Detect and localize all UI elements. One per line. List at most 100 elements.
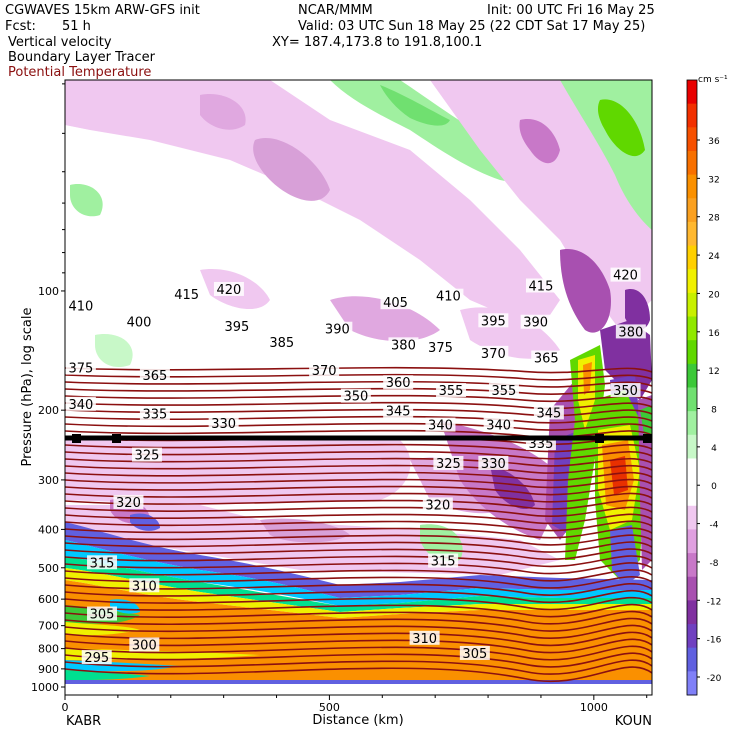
theta-label: 315	[90, 556, 115, 571]
colorbar-swatch	[687, 647, 697, 672]
theta-label: 295	[84, 651, 109, 666]
theta-contour	[65, 401, 652, 410]
theta-label-background	[113, 494, 144, 509]
colorbar-tick-label: 36	[708, 137, 720, 147]
theta-contour	[65, 380, 652, 388]
theta-contour	[65, 415, 652, 424]
colorbar-tick-label: -20	[707, 674, 722, 684]
colorbar-tick-label: 8	[711, 406, 717, 416]
velocity-up-region	[640, 405, 652, 440]
theta-label: 380	[618, 325, 643, 340]
colorbar-swatch	[687, 411, 697, 436]
colorbar-swatch	[687, 529, 697, 554]
theta-label-background	[488, 383, 519, 398]
colorbar-swatch	[687, 150, 697, 176]
velocity-up-region	[330, 80, 521, 181]
velocity-down-region	[519, 119, 560, 164]
theta-label-background	[129, 578, 160, 593]
theta-contour	[65, 610, 652, 625]
theta-label-background	[383, 375, 414, 390]
organization-label: NCAR/MMM	[298, 3, 373, 18]
theta-label: 390	[325, 323, 350, 338]
theta-contour	[65, 652, 652, 668]
pressure-tick-label: 600	[38, 593, 59, 606]
theta-label: 410	[436, 290, 461, 305]
boundary-layer-edge	[65, 670, 150, 680]
theta-label-background	[266, 334, 297, 349]
colorbar-tick-label: 12	[708, 367, 719, 377]
theta-label: 345	[386, 405, 411, 420]
theta-contour	[65, 471, 652, 482]
theta-label: 410	[68, 299, 93, 314]
plot-bottom-strip	[65, 684, 652, 695]
cross-section-endpoints: XY= 187.4,173.8 to 191.8,100.1	[272, 35, 483, 50]
theta-contour	[65, 666, 652, 683]
theta-label-background	[131, 447, 162, 462]
theta-label: 415	[174, 288, 199, 303]
pressure-tick-label: 1000	[31, 681, 59, 694]
distance-tick-label: 0	[62, 701, 69, 714]
tracer-marker	[72, 434, 81, 443]
distance-tick-label: 500	[319, 701, 340, 714]
theta-label: 385	[269, 336, 294, 351]
theta-label: 420	[217, 283, 242, 298]
theta-label-background	[87, 555, 118, 570]
distance-tick-label: 1000	[580, 701, 608, 714]
theta-label-background	[87, 606, 118, 621]
theta-label-background	[388, 337, 419, 352]
model-title: CGWAVES 15km ARW-GFS init	[5, 3, 200, 18]
colorbar-tick-label: -16	[707, 636, 722, 646]
tracer-marker	[595, 434, 604, 443]
theta-label-background	[610, 267, 641, 282]
colorbar-swatch	[687, 482, 697, 507]
velocity-down-region	[625, 289, 650, 330]
theta-label: 375	[428, 341, 453, 356]
theta-label: 320	[116, 496, 141, 511]
pressure-tick-label: 700	[38, 620, 59, 633]
field-potential-temperature: Potential Temperature	[8, 65, 152, 80]
colorbar-swatch	[687, 505, 697, 530]
theta-label: 365	[142, 369, 167, 384]
pressure-tick-label: 500	[38, 562, 59, 575]
theta-contour	[65, 478, 652, 489]
theta-label: 305	[90, 608, 115, 623]
theta-label: 370	[481, 347, 506, 362]
theta-contour	[65, 659, 652, 675]
theta-label-background	[520, 314, 551, 329]
theta-contour	[65, 548, 652, 561]
colorbar-tick-label: 28	[708, 214, 720, 224]
colorbar-swatch	[687, 553, 697, 578]
colorbar-swatch	[687, 458, 697, 483]
theta-label: 380	[391, 338, 416, 353]
theta-label-background	[171, 287, 202, 302]
theta-label-background	[409, 630, 440, 645]
velocity-down-region	[253, 138, 330, 201]
tracer-marker	[112, 434, 121, 443]
theta-contour	[65, 576, 652, 589]
theta-label-background	[129, 637, 160, 652]
theta-contour	[65, 589, 652, 604]
theta-label: 310	[132, 579, 157, 594]
theta-label: 365	[534, 352, 559, 367]
colorbar-tick-label: 4	[711, 444, 717, 454]
theta-contour	[65, 645, 652, 661]
field-vertical-velocity: Vertical velocity	[8, 35, 112, 50]
theta-label: 335	[529, 437, 554, 452]
colorbar-swatch	[687, 103, 697, 128]
theta-label-background	[213, 281, 244, 296]
boundary-layer-fill	[65, 580, 652, 684]
theta-label: 340	[428, 419, 453, 434]
theta-label: 395	[224, 320, 249, 335]
theta-label: 355	[492, 384, 517, 399]
colorbar-tick-label: 20	[708, 290, 720, 300]
theta-label: 350	[613, 384, 638, 399]
theta-label: 305	[462, 647, 487, 662]
velocity-up-region	[70, 184, 103, 217]
theta-label: 370	[312, 364, 337, 379]
plot-frame	[64, 79, 653, 696]
theta-contour	[65, 582, 652, 596]
theta-contour	[65, 534, 652, 546]
forecast-label: Fcst:	[5, 19, 36, 34]
theta-label-background	[81, 650, 112, 665]
